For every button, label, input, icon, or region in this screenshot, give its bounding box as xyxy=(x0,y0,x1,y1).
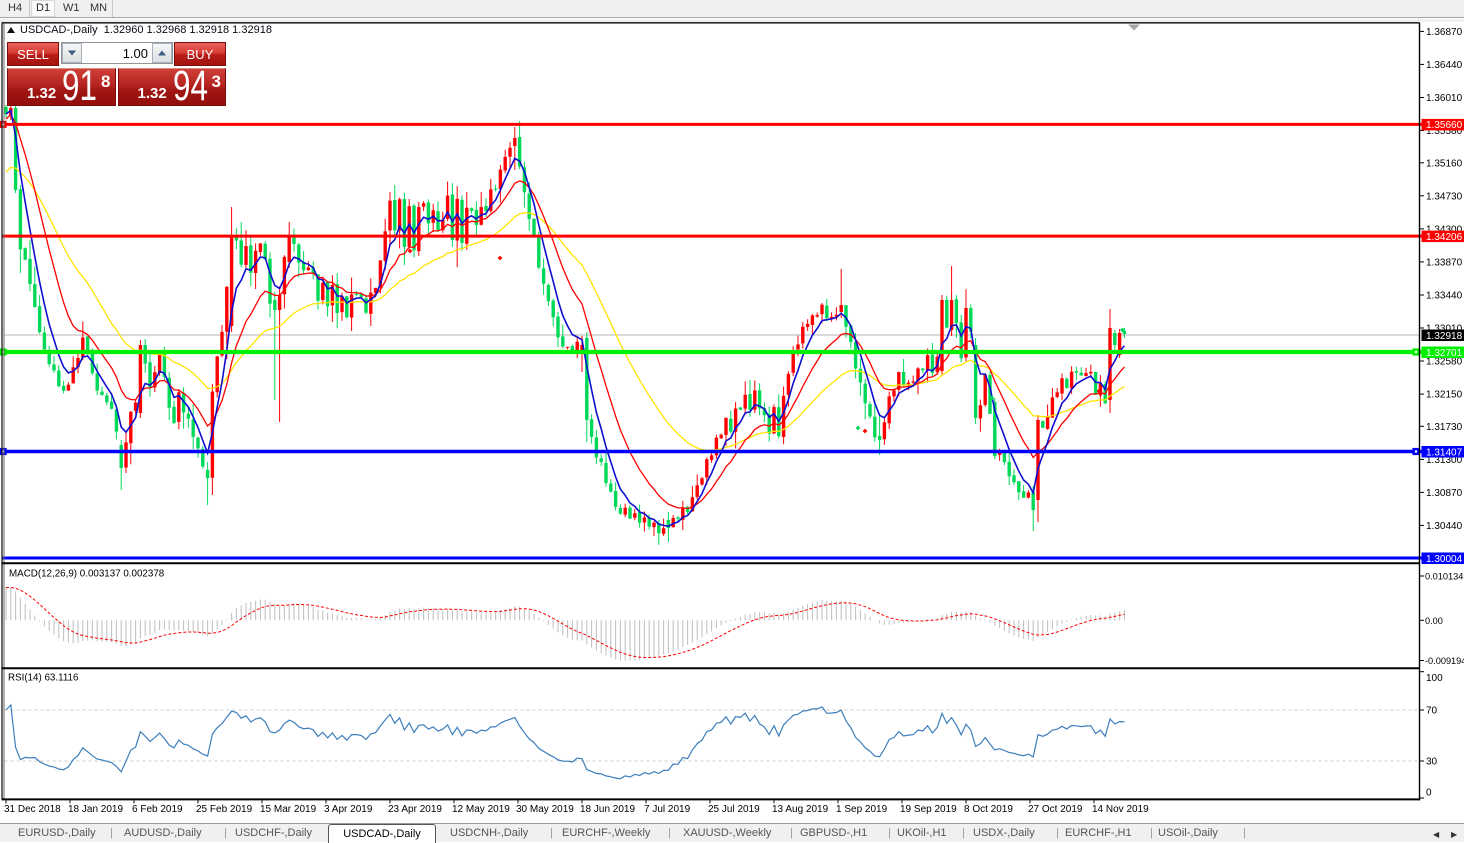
svg-text:1.32150: 1.32150 xyxy=(1426,390,1463,401)
svg-text:0.010134: 0.010134 xyxy=(1425,572,1463,582)
svg-text:1.34730: 1.34730 xyxy=(1426,191,1463,202)
svg-text:3 Apr 2019: 3 Apr 2019 xyxy=(324,804,373,815)
svg-text:25 Jul 2019: 25 Jul 2019 xyxy=(708,804,760,815)
svg-text:1.35660: 1.35660 xyxy=(1426,120,1463,131)
svg-text:27 Oct 2019: 27 Oct 2019 xyxy=(1028,804,1083,815)
svg-text:12 May 2019: 12 May 2019 xyxy=(452,804,510,815)
svg-text:1.36870: 1.36870 xyxy=(1426,27,1463,38)
svg-text:RSI(14) 63.1116: RSI(14) 63.1116 xyxy=(8,673,79,684)
svg-text:1.30870: 1.30870 xyxy=(1426,488,1463,499)
svg-text:7 Jul 2019: 7 Jul 2019 xyxy=(644,804,691,815)
svg-text:8 Oct 2019: 8 Oct 2019 xyxy=(964,804,1013,815)
svg-text:1.30004: 1.30004 xyxy=(1426,554,1463,565)
svg-text:25 Feb 2019: 25 Feb 2019 xyxy=(196,804,253,815)
svg-text:1.32918: 1.32918 xyxy=(1426,331,1463,342)
svg-text:1.36010: 1.36010 xyxy=(1426,93,1463,104)
svg-text:31 Dec 2018: 31 Dec 2018 xyxy=(4,804,61,815)
svg-text:30 May 2019: 30 May 2019 xyxy=(516,804,574,815)
svg-text:15 Mar 2019: 15 Mar 2019 xyxy=(260,804,317,815)
svg-text:100: 100 xyxy=(1426,673,1443,684)
svg-text:1.33440: 1.33440 xyxy=(1426,291,1463,302)
svg-text:1.31407: 1.31407 xyxy=(1426,447,1463,458)
svg-text:1.36440: 1.36440 xyxy=(1426,60,1463,71)
svg-text:1.30440: 1.30440 xyxy=(1426,521,1463,532)
svg-text:13 Aug 2019: 13 Aug 2019 xyxy=(772,804,829,815)
svg-text:1 Sep 2019: 1 Sep 2019 xyxy=(836,804,888,815)
svg-text:MACD(12,26,9) 0.003137 0.00237: MACD(12,26,9) 0.003137 0.002378 xyxy=(9,569,165,580)
svg-text:18 Jun 2019: 18 Jun 2019 xyxy=(580,804,635,815)
svg-text:-0.009194: -0.009194 xyxy=(1425,656,1464,666)
svg-text:1.31730: 1.31730 xyxy=(1426,422,1463,433)
svg-text:23 Apr 2019: 23 Apr 2019 xyxy=(388,804,442,815)
svg-text:1.32701: 1.32701 xyxy=(1426,348,1463,359)
svg-text:14 Nov 2019: 14 Nov 2019 xyxy=(1092,804,1149,815)
svg-text:0: 0 xyxy=(1426,788,1432,799)
svg-text:19 Sep 2019: 19 Sep 2019 xyxy=(900,804,957,815)
svg-text:0.00: 0.00 xyxy=(1425,616,1443,626)
svg-text:18 Jan 2019: 18 Jan 2019 xyxy=(68,804,123,815)
svg-text:6 Feb 2019: 6 Feb 2019 xyxy=(132,804,183,815)
svg-text:1.33870: 1.33870 xyxy=(1426,257,1463,268)
svg-text:30: 30 xyxy=(1426,757,1438,768)
svg-text:1.35160: 1.35160 xyxy=(1426,158,1463,169)
svg-text:1.34206: 1.34206 xyxy=(1426,232,1463,243)
svg-text:70: 70 xyxy=(1426,706,1438,717)
